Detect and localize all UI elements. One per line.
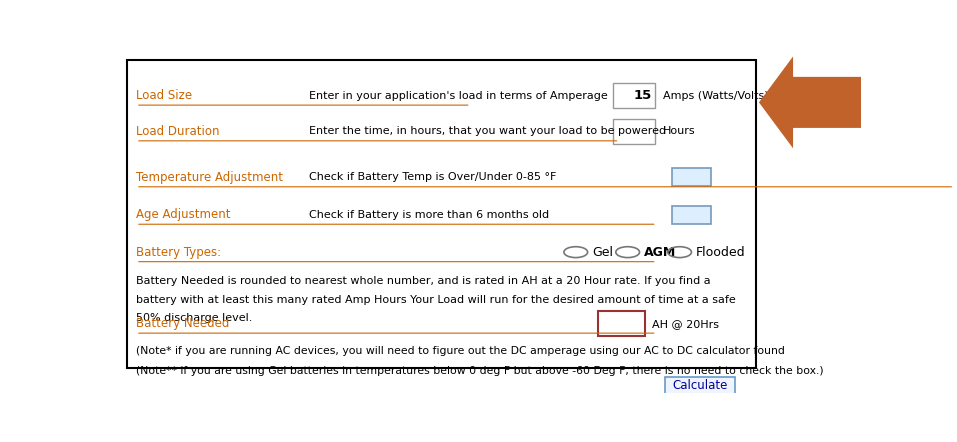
Text: (Note* if you are running AC devices, you will need to figure out the DC amperag: (Note* if you are running AC devices, yo… bbox=[136, 346, 789, 356]
Text: Check if Battery Temp is Over/Under 0-85 °F: Check if Battery Temp is Over/Under 0-85… bbox=[309, 172, 560, 182]
Text: Calculate: Calculate bbox=[673, 379, 727, 392]
Text: battery with at least this many rated Amp Hours Your Load will run for the desir: battery with at least this many rated Am… bbox=[136, 295, 736, 305]
FancyBboxPatch shape bbox=[672, 168, 711, 186]
Text: Battery Types:: Battery Types: bbox=[136, 246, 221, 259]
Text: 15: 15 bbox=[634, 89, 652, 102]
Text: Gel: Gel bbox=[592, 246, 613, 259]
Text: Load Size: Load Size bbox=[136, 89, 192, 102]
Text: Enter in your application's load in terms of Amperage: Enter in your application's load in term… bbox=[309, 91, 611, 101]
FancyBboxPatch shape bbox=[612, 83, 656, 108]
Text: Amps (Watts/Volts): Amps (Watts/Volts) bbox=[662, 91, 768, 101]
FancyBboxPatch shape bbox=[665, 377, 735, 394]
Text: Temperature Adjustment: Temperature Adjustment bbox=[136, 171, 283, 184]
FancyBboxPatch shape bbox=[598, 311, 645, 336]
Polygon shape bbox=[759, 57, 865, 149]
Text: AGM: AGM bbox=[644, 246, 677, 259]
FancyBboxPatch shape bbox=[612, 118, 656, 144]
Circle shape bbox=[615, 247, 639, 258]
Text: Check if Battery is more than 6 months old: Check if Battery is more than 6 months o… bbox=[309, 210, 549, 220]
FancyBboxPatch shape bbox=[127, 60, 756, 368]
Text: Hours: Hours bbox=[662, 126, 695, 136]
Text: Flooded: Flooded bbox=[696, 246, 746, 259]
Text: Load Duration: Load Duration bbox=[136, 125, 219, 138]
Text: Battery Needed: Battery Needed bbox=[136, 317, 230, 330]
Text: Battery Needed is rounded to nearest whole number, and is rated in AH at a 20 Ho: Battery Needed is rounded to nearest who… bbox=[136, 276, 710, 286]
Text: (Note** if you are using Gel batteries in temperatures below 0 deg F but above -: (Note** if you are using Gel batteries i… bbox=[136, 366, 824, 376]
Circle shape bbox=[668, 247, 692, 258]
Text: 50% discharge level.: 50% discharge level. bbox=[136, 313, 253, 324]
Circle shape bbox=[564, 247, 588, 258]
Text: AH @ 20Hrs: AH @ 20Hrs bbox=[652, 319, 719, 328]
Text: Age Adjustment: Age Adjustment bbox=[136, 208, 231, 221]
FancyBboxPatch shape bbox=[672, 206, 711, 224]
Text: Enter the time, in hours, that you want your load to be powered: Enter the time, in hours, that you want … bbox=[309, 126, 666, 136]
